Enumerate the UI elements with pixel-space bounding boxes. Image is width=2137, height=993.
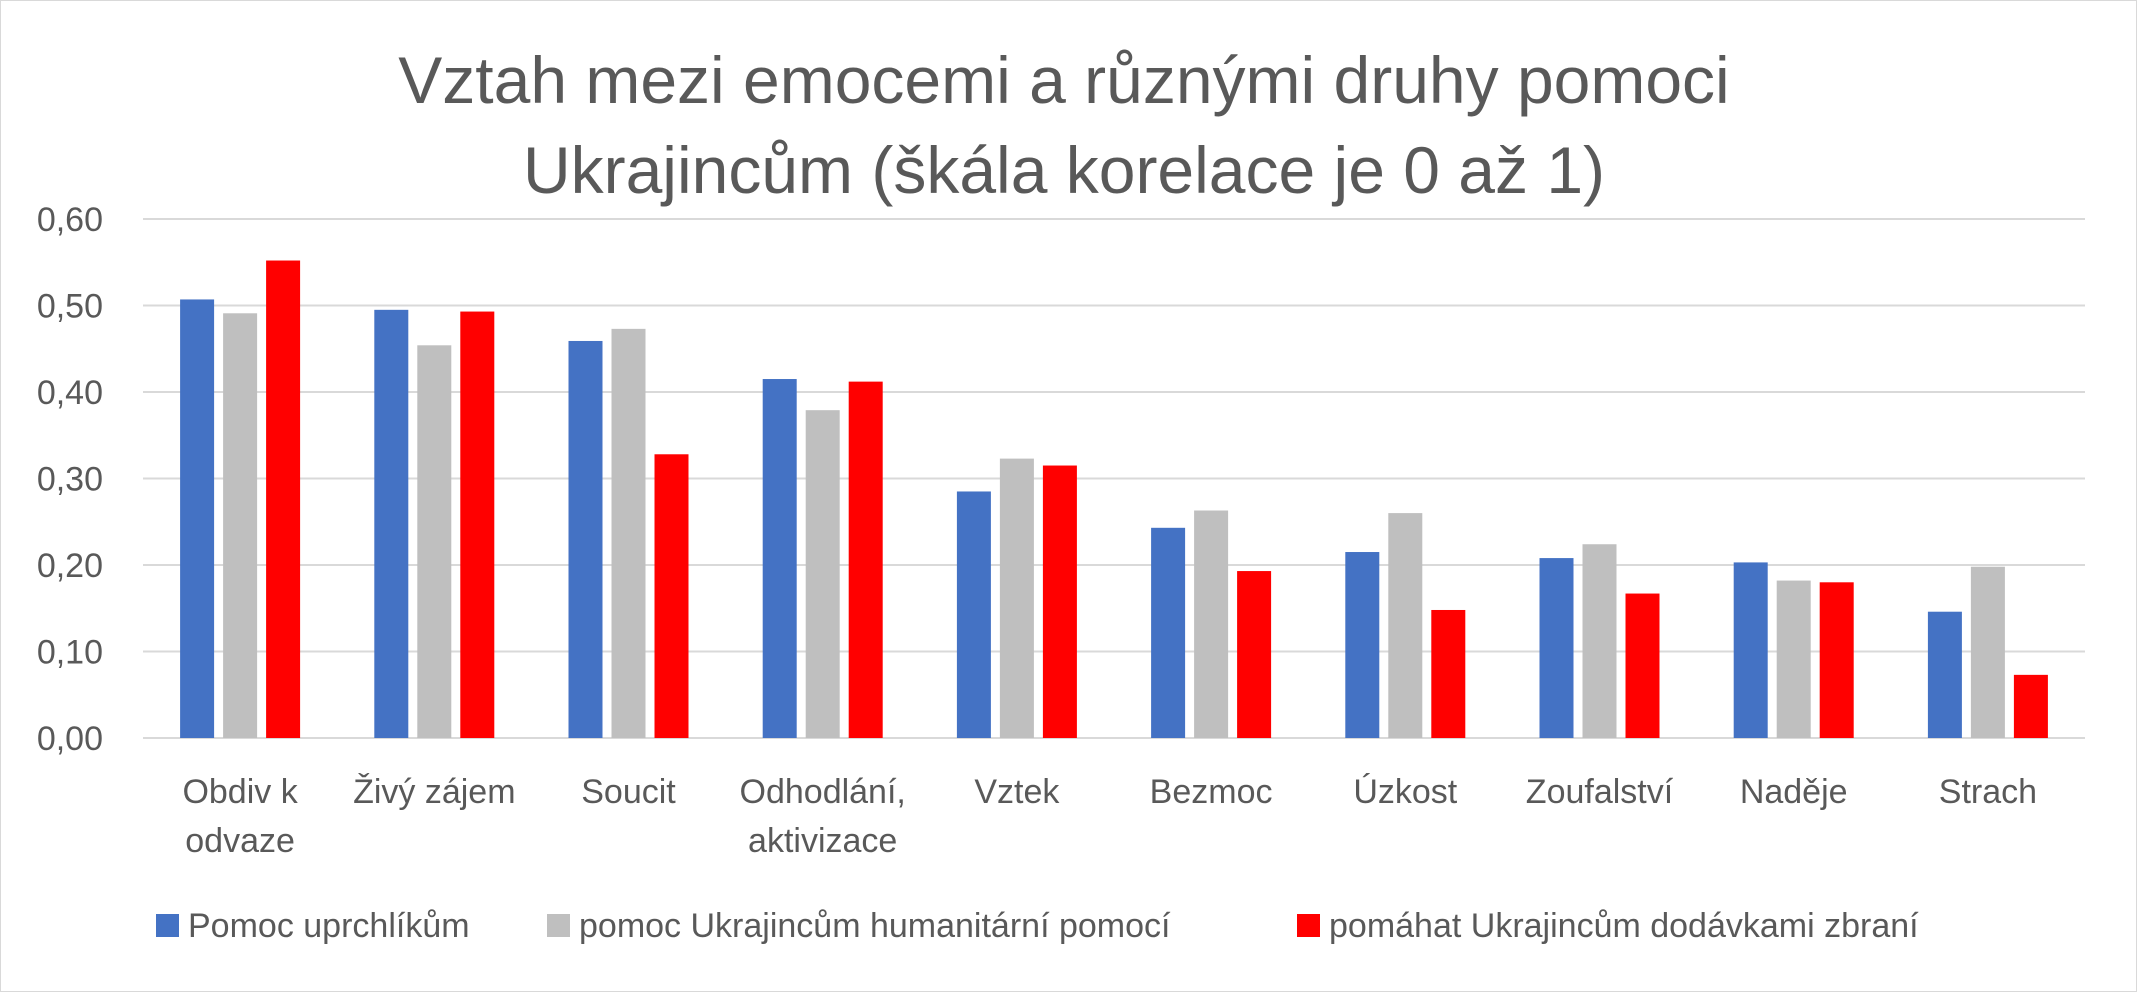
x-category-label: Soucit xyxy=(581,773,676,811)
bars xyxy=(180,260,2048,738)
legend-swatch xyxy=(156,914,179,937)
bar xyxy=(1733,562,1768,738)
y-tick-label: 0,20 xyxy=(37,547,103,585)
x-category-label: Zoufalství xyxy=(1526,773,1674,811)
legend-label: Pomoc uprchlíkům xyxy=(188,907,470,945)
bar xyxy=(1819,582,1854,738)
bar xyxy=(1776,580,1811,738)
bar xyxy=(374,309,409,738)
y-tick-label: 0,10 xyxy=(37,634,103,672)
x-category-label: Strach xyxy=(1939,773,2037,811)
y-tick-label: 0,60 xyxy=(37,201,103,239)
legend-label: pomoc Ukrajincům humanitární pomocí xyxy=(579,907,1171,945)
bar xyxy=(2013,674,2048,738)
bar xyxy=(654,454,689,738)
legend: Pomoc uprchlíkům pomoc Ukrajincům humanit… xyxy=(156,907,1919,945)
bar xyxy=(1539,558,1574,738)
bar xyxy=(1151,527,1186,738)
bar xyxy=(762,379,797,738)
x-category-label: Úzkost xyxy=(1353,773,1457,811)
x-category-label: Obdiv k odvaze xyxy=(182,773,298,860)
legend-swatch xyxy=(547,914,570,937)
chart-title: Vztah mezi emocemi a různými druhy pomoc… xyxy=(398,43,1729,207)
bar xyxy=(1625,593,1660,738)
bar xyxy=(568,340,603,738)
bar xyxy=(180,299,215,738)
chart-title-line-1: Vztah mezi emocemi a různými druhy pomoc… xyxy=(398,43,1729,117)
x-category-label: Vztek xyxy=(974,773,1060,811)
bar xyxy=(611,328,646,738)
bar xyxy=(1194,510,1229,738)
bar xyxy=(848,381,883,738)
bar xyxy=(266,260,301,738)
bar xyxy=(1431,609,1466,738)
bar xyxy=(805,410,840,738)
legend-swatch xyxy=(1297,914,1320,937)
bar xyxy=(1237,571,1272,738)
bar xyxy=(417,345,452,738)
bar xyxy=(223,313,258,738)
chart-title-line-2: Ukrajincům (škála korelace je 0 až 1) xyxy=(523,133,1605,207)
bar xyxy=(999,458,1034,738)
bar xyxy=(1927,611,1962,738)
x-category-label: Bezmoc xyxy=(1150,773,1273,811)
y-tick-label: 0,50 xyxy=(37,288,103,326)
y-axis-tick-labels: 0,00 0,10 0,20 0,30 0,40 0,50 0,60 xyxy=(37,201,103,758)
bar xyxy=(460,311,495,738)
bar xyxy=(1388,513,1423,738)
bar xyxy=(1970,566,2005,738)
bar xyxy=(1042,465,1077,738)
x-category-label: Živý zájem xyxy=(353,773,515,811)
x-category-label: Naděje xyxy=(1740,773,1848,811)
bar xyxy=(956,491,991,738)
y-tick-label: 0,00 xyxy=(37,720,103,758)
y-tick-label: 0,40 xyxy=(37,374,103,412)
bar xyxy=(1582,544,1617,738)
y-tick-label: 0,30 xyxy=(37,461,103,499)
legend-label: pomáhat Ukrajincům dodávkami zbraní xyxy=(1329,907,1919,945)
bar xyxy=(1345,552,1380,738)
x-category-label: Odhodlání, aktivizace xyxy=(740,773,906,860)
x-axis-category-labels: Obdiv k odvaze Živý zájem Soucit Odhodlání, a… xyxy=(182,773,2037,860)
